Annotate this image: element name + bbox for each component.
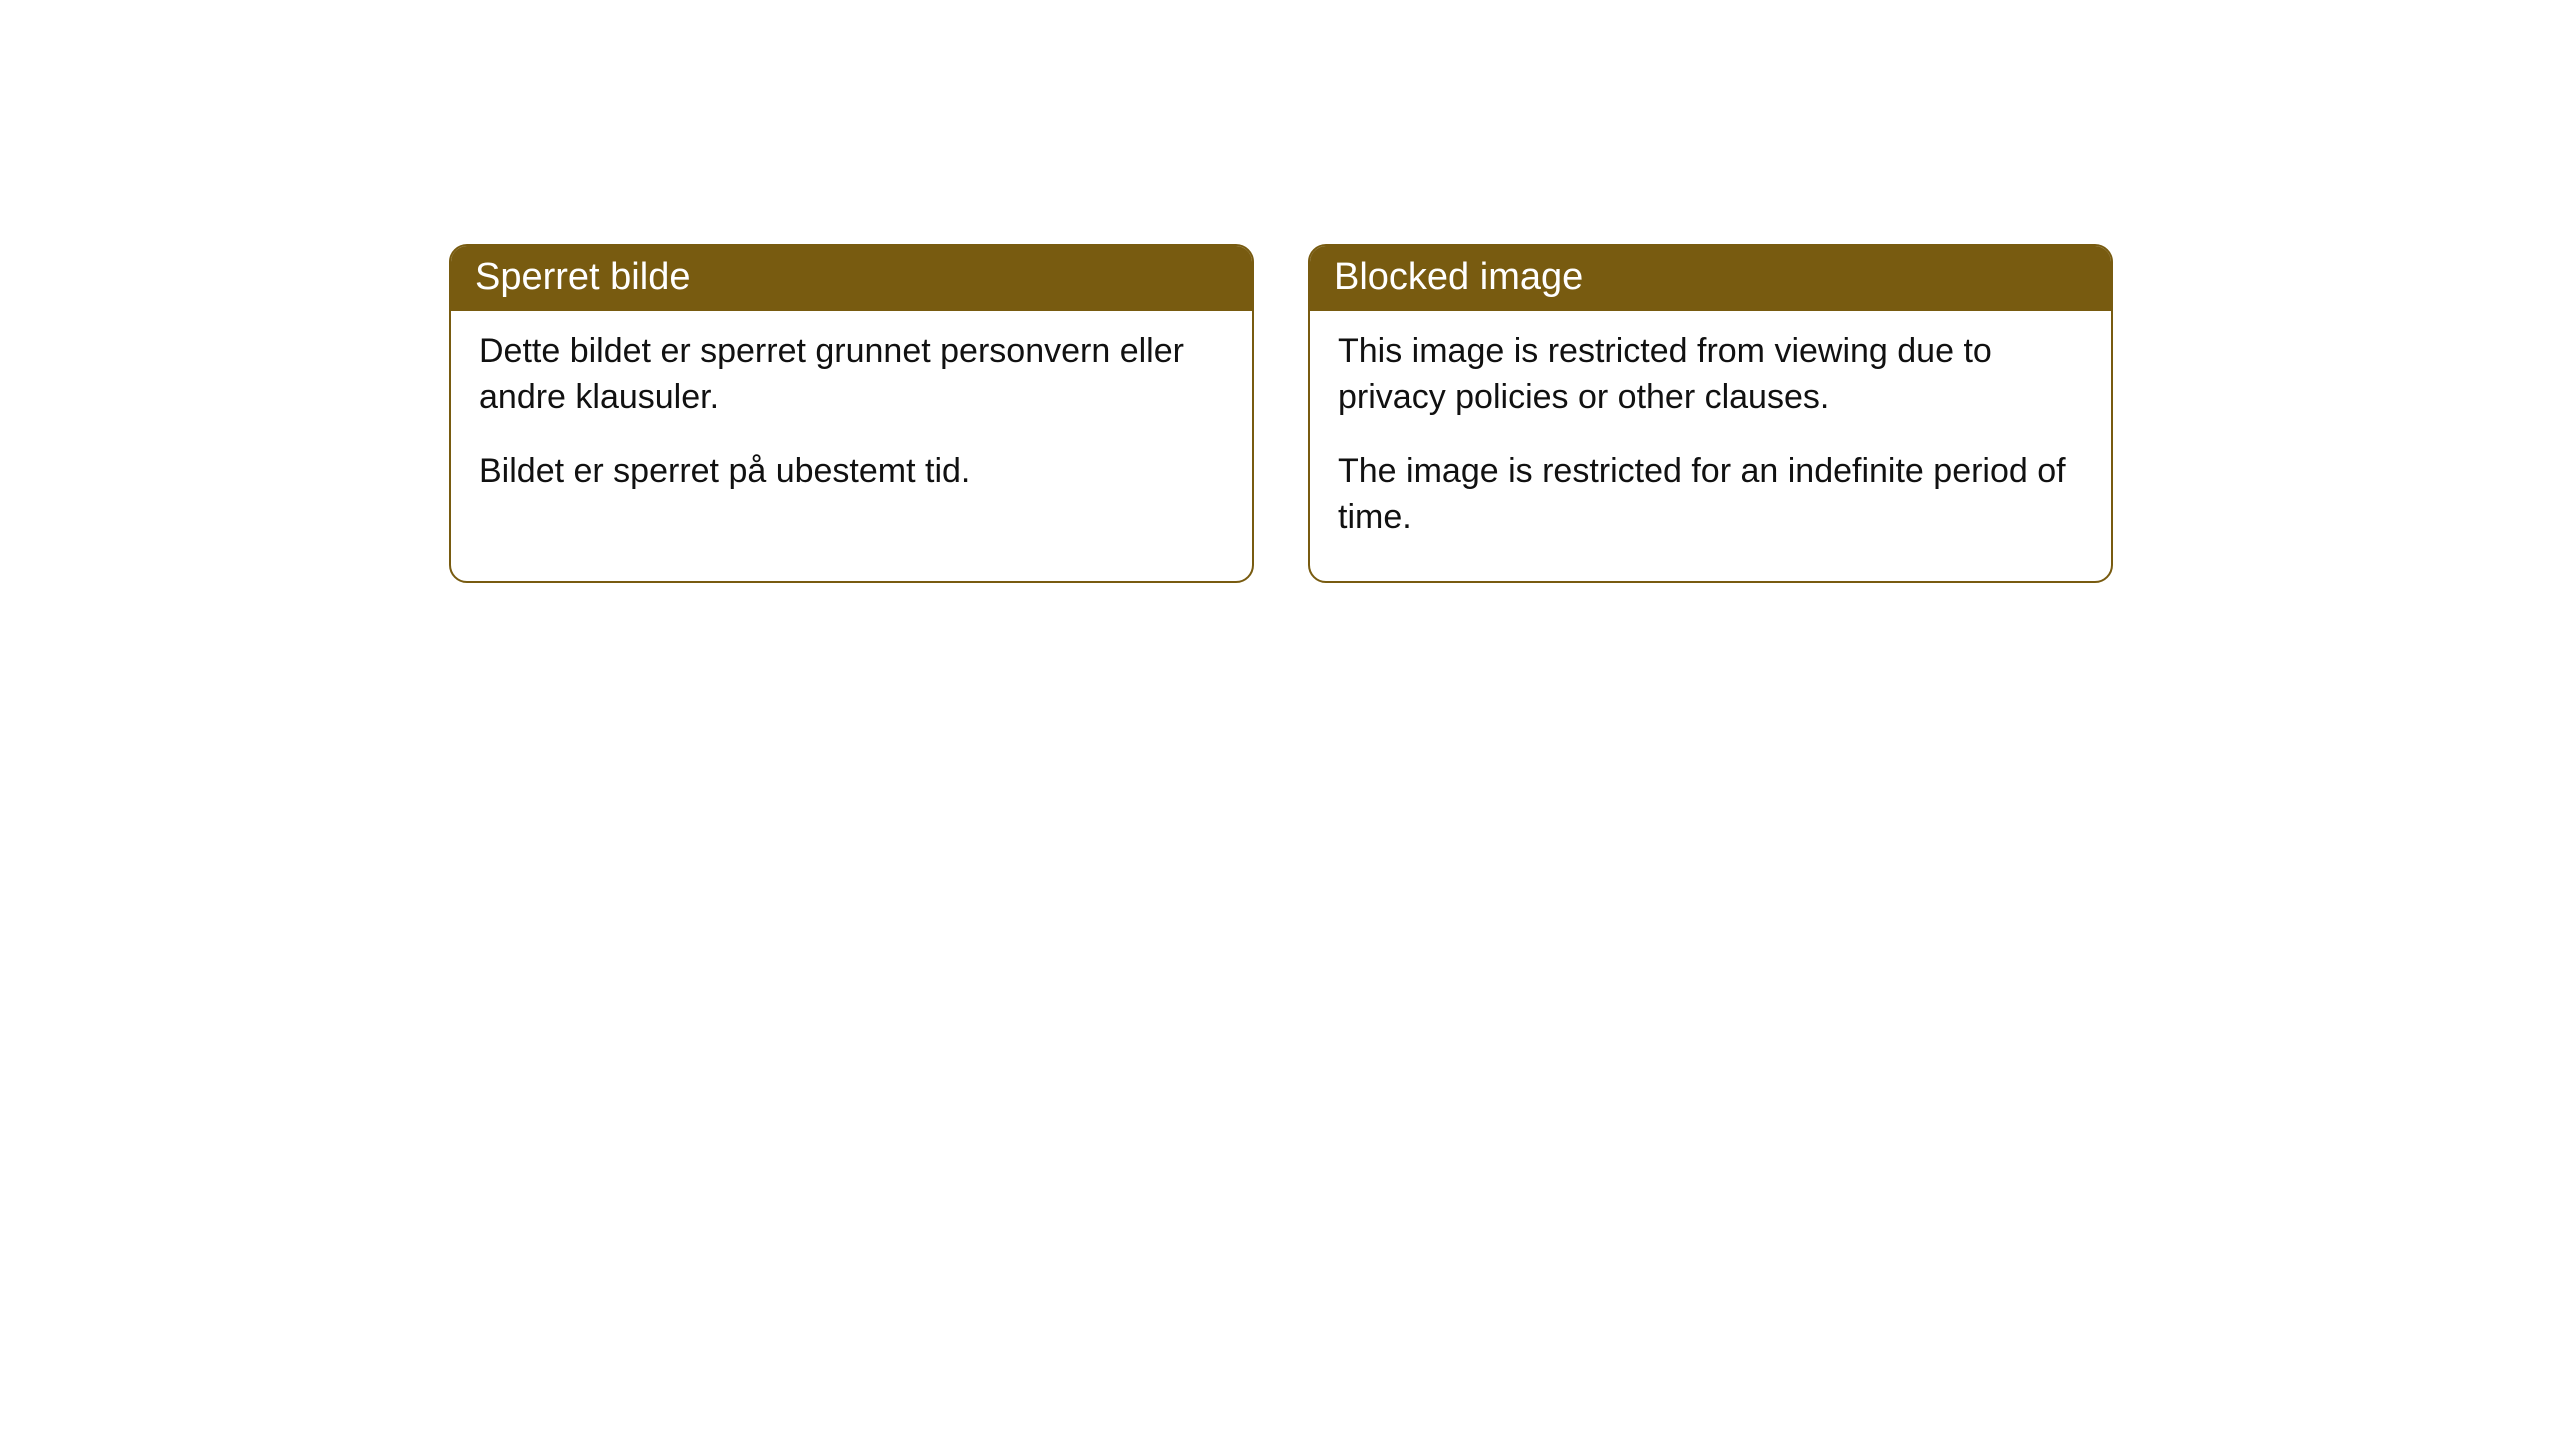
card-header: Blocked image [1310,246,2111,311]
card-header: Sperret bilde [451,246,1252,311]
notice-cards-container: Sperret bilde Dette bildet er sperret gr… [449,244,2113,583]
card-title: Sperret bilde [475,256,690,298]
card-paragraph: Dette bildet er sperret grunnet personve… [479,329,1224,421]
card-paragraph: The image is restricted for an indefinit… [1338,449,2083,541]
card-body: Dette bildet er sperret grunnet personve… [451,311,1252,535]
blocked-image-card-no: Sperret bilde Dette bildet er sperret gr… [449,244,1254,583]
card-paragraph: This image is restricted from viewing du… [1338,329,2083,421]
card-title: Blocked image [1334,256,1583,298]
blocked-image-card-en: Blocked image This image is restricted f… [1308,244,2113,583]
card-paragraph: Bildet er sperret på ubestemt tid. [479,449,1224,495]
card-body: This image is restricted from viewing du… [1310,311,2111,581]
